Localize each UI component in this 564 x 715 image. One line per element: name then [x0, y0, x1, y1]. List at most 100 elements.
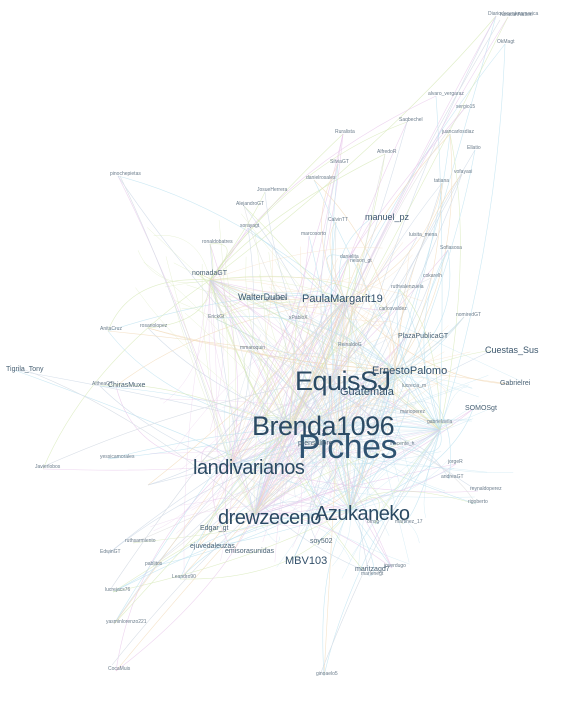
graph-edge: [107, 424, 441, 460]
graph-edge: [229, 464, 410, 565]
node-label: PaulaMargarit19: [302, 293, 383, 305]
graph-edge: [254, 514, 393, 569]
graph-edge: [351, 429, 441, 557]
node-label: ruthsarmiento: [125, 538, 156, 544]
graph-edge: [329, 384, 479, 492]
graph-edge: [213, 299, 346, 505]
graph-edge: [113, 299, 346, 625]
graph-edge: [268, 286, 441, 431]
graph-edge: [200, 446, 231, 466]
graph-edge: [247, 349, 291, 431]
graph-edge: [344, 299, 419, 413]
node-label: Piches: [298, 428, 398, 466]
graph-edge: [349, 332, 393, 511]
graph-edge: [339, 409, 489, 441]
graph-edge: [394, 369, 446, 395]
graph-edge: [215, 316, 396, 371]
node-label: MBV103: [285, 555, 328, 567]
graph-edge: [179, 299, 346, 471]
graph-edge: [171, 296, 256, 516]
node-label: inocente_h: [390, 441, 415, 447]
graph-edge: [197, 299, 346, 548]
node-label: gtcolerico: [266, 296, 288, 302]
graph-edge: [329, 351, 471, 386]
graph-edge: [209, 243, 239, 466]
graph-edge: [243, 349, 291, 431]
graph-edge: [224, 260, 236, 466]
graph-edge: [111, 439, 341, 666]
graph-edge: [344, 133, 451, 301]
graph-edge: [197, 450, 351, 511]
graph-edge: [209, 279, 365, 481]
graph-edge: [201, 264, 256, 516]
node-label: pablitos: [145, 561, 163, 567]
graph-edge: [256, 353, 396, 371]
graph-edge: [411, 401, 441, 431]
node-label: JosueHerrera: [257, 187, 288, 193]
node-label: ruthvalenzuela: [391, 284, 424, 290]
graph-edge: [113, 299, 346, 625]
graph-edge: [119, 175, 231, 466]
node-label: lucrecia_m: [402, 383, 427, 389]
node-label: tatiana: [434, 178, 450, 184]
graph-edge: [209, 243, 228, 281]
graph-edge: [289, 429, 358, 510]
node-label: ChirasMuxe: [108, 382, 146, 389]
graph-edge: [349, 408, 474, 511]
graph-edge: [179, 429, 291, 580]
graph-edge: [289, 429, 303, 548]
node-label: andreaGT: [441, 474, 464, 480]
graph-edge: [331, 221, 351, 511]
graph-edge: [321, 163, 346, 301]
graph-edge: [322, 509, 351, 677]
node-label: yasminlorenzo221: [106, 619, 147, 625]
graph-edge: [209, 276, 423, 302]
graph-edge: [349, 509, 385, 525]
node-label: OkMagt: [497, 39, 515, 45]
graph-edge: [344, 299, 406, 341]
graph-edge: [344, 254, 413, 301]
graph-edge: [269, 277, 441, 431]
graph-edge: [229, 382, 438, 466]
node-label: AlejandroGT: [236, 201, 265, 207]
graph-edge: [209, 279, 392, 322]
graph-edge: [393, 369, 412, 480]
graph-edge: [173, 299, 346, 452]
graph-edge: [220, 464, 233, 561]
node-label: Saqbechel: [399, 117, 423, 123]
node-label: WalterDubel: [238, 292, 288, 302]
graph-edge: [289, 43, 506, 431]
graph-edge: [229, 464, 475, 498]
graph-edge: [366, 429, 441, 491]
graph-edge: [259, 299, 346, 496]
graph-edge: [254, 390, 346, 516]
graph-edge: [364, 369, 396, 426]
node-label: lucrejacs76: [105, 587, 131, 593]
node-label: ReinaldoG: [338, 342, 362, 348]
graph-edge: [243, 205, 331, 386]
graph-edge: [247, 349, 341, 441]
graph-edge: [350, 405, 441, 431]
graph-edge: [242, 509, 351, 527]
graph-edge: [370, 425, 441, 448]
graph-edge: [107, 429, 291, 460]
node-label: AltheaGT: [92, 381, 114, 387]
graph-edge: [115, 514, 256, 672]
graph-edge: [254, 351, 445, 516]
node-label: ronaldobatres: [202, 239, 233, 245]
graph-edge: [296, 291, 346, 321]
graph-edge: [262, 299, 346, 543]
graph-edge: [349, 509, 393, 569]
graph-edge: [254, 450, 364, 516]
graph-edge: [344, 299, 521, 381]
graph-edge: [209, 243, 214, 281]
graph-edge: [229, 384, 470, 466]
graph-edge: [423, 249, 449, 431]
graph-edge: [254, 391, 287, 516]
node-label: alvaro_vergaraz: [428, 91, 464, 97]
graph-edge: [336, 299, 359, 359]
node-label: nomadaGT: [192, 270, 228, 277]
node-label: marcosorto: [301, 231, 327, 237]
graph-edge: [234, 429, 441, 534]
